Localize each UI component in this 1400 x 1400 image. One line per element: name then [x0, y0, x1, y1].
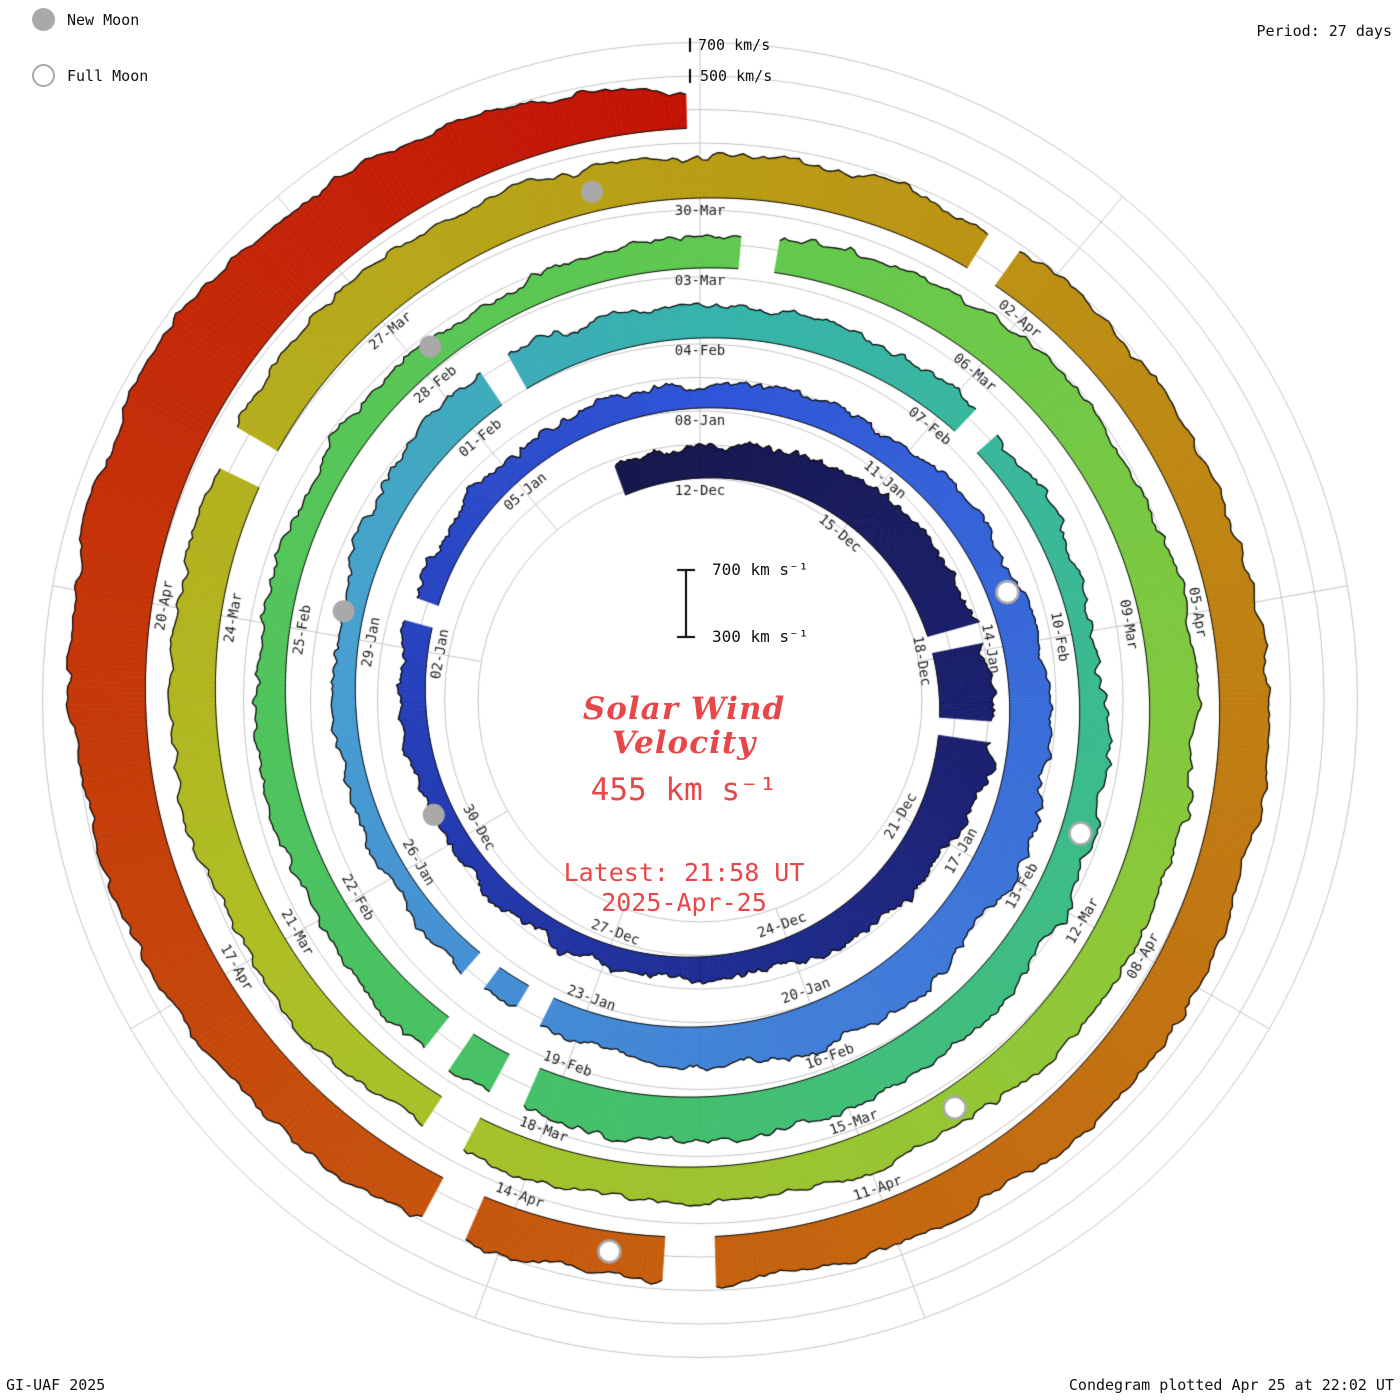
latest-time-line: Latest: 21:58 UT — [563, 858, 805, 887]
new-moon-label: New Moon — [67, 10, 140, 29]
legend-new-moon: New Moon — [32, 8, 139, 31]
legend-full-moon: Full Moon — [32, 64, 148, 87]
latest-timestamp: Latest: 21:58 UT 2025-Apr-25 — [0, 858, 1384, 918]
tick-500-label: 500 km/s — [700, 67, 773, 85]
scale-bottom-label: 300 km s⁻¹ — [712, 627, 809, 646]
chart-title: Solar Wind Velocity — [0, 692, 1384, 760]
new-moon-icon — [32, 8, 55, 31]
period-label: Period: 27 days — [1256, 22, 1392, 40]
latest-date-line: 2025-Apr-25 — [601, 888, 767, 917]
full-moon-icon — [32, 64, 55, 87]
chart-title-line1: Solar Wind — [582, 691, 786, 727]
plotted-timestamp: Condegram plotted Apr 25 at 22:02 UT — [1068, 1376, 1394, 1394]
current-velocity-value: 455 km s⁻¹ — [590, 772, 778, 808]
scale-top-label: 700 km s⁻¹ — [712, 560, 809, 579]
full-moon-label: Full Moon — [67, 66, 149, 85]
tick-700-label: 700 km/s — [698, 36, 771, 54]
chart-title-line2: Velocity — [611, 725, 757, 761]
credit-label: GI-UAF 2025 — [6, 1376, 106, 1394]
